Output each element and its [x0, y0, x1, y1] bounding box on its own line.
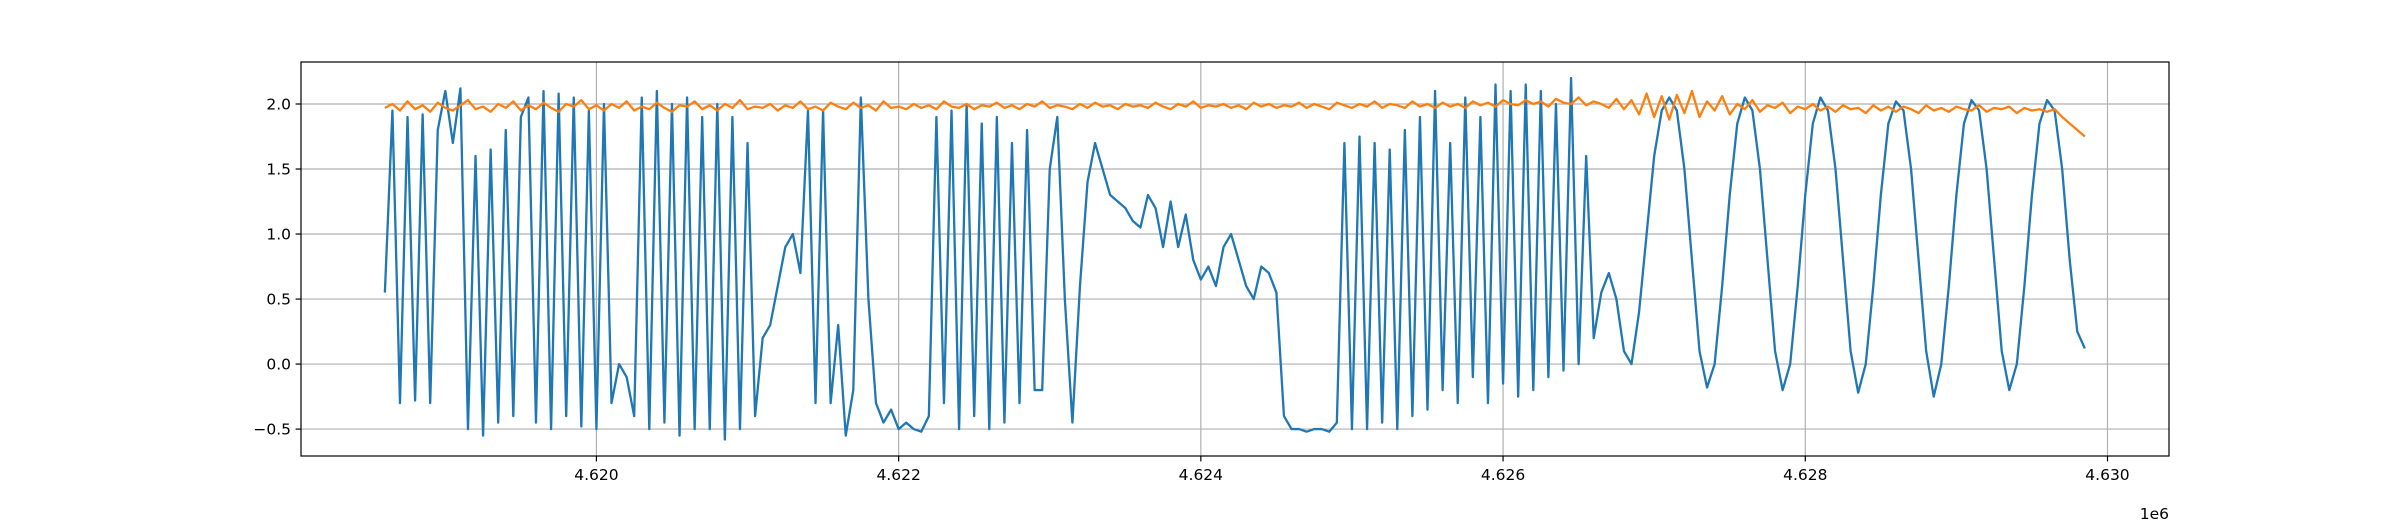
y-tick-label: 1.5 — [266, 161, 291, 179]
x-offset-label: 1e6 — [2140, 505, 2169, 523]
y-tick-label: 0.5 — [266, 291, 291, 309]
x-tick-label: 4.630 — [2085, 466, 2129, 484]
y-tick-label: 0.0 — [266, 356, 291, 374]
x-tick-label: 4.628 — [1783, 466, 1827, 484]
x-tick-label: 4.624 — [1179, 466, 1223, 484]
plot-frame — [300, 61, 2170, 457]
axes: 4.620 4.622 4.624 4.626 4.628 4.630 −0.5 0.0 0.5… — [253, 61, 2170, 484]
y-tick-label: 2.0 — [266, 96, 291, 114]
y-tick-label: 1.0 — [266, 226, 291, 244]
x-tick-label: 4.622 — [876, 466, 920, 484]
y-tick-label: −0.5 — [253, 421, 291, 439]
x-tick-label: 4.626 — [1481, 466, 1525, 484]
series-line — [383, 76, 2086, 441]
plot-lines — [383, 76, 2086, 441]
series-line — [384, 89, 2086, 138]
x-tick-label: 4.620 — [574, 466, 618, 484]
